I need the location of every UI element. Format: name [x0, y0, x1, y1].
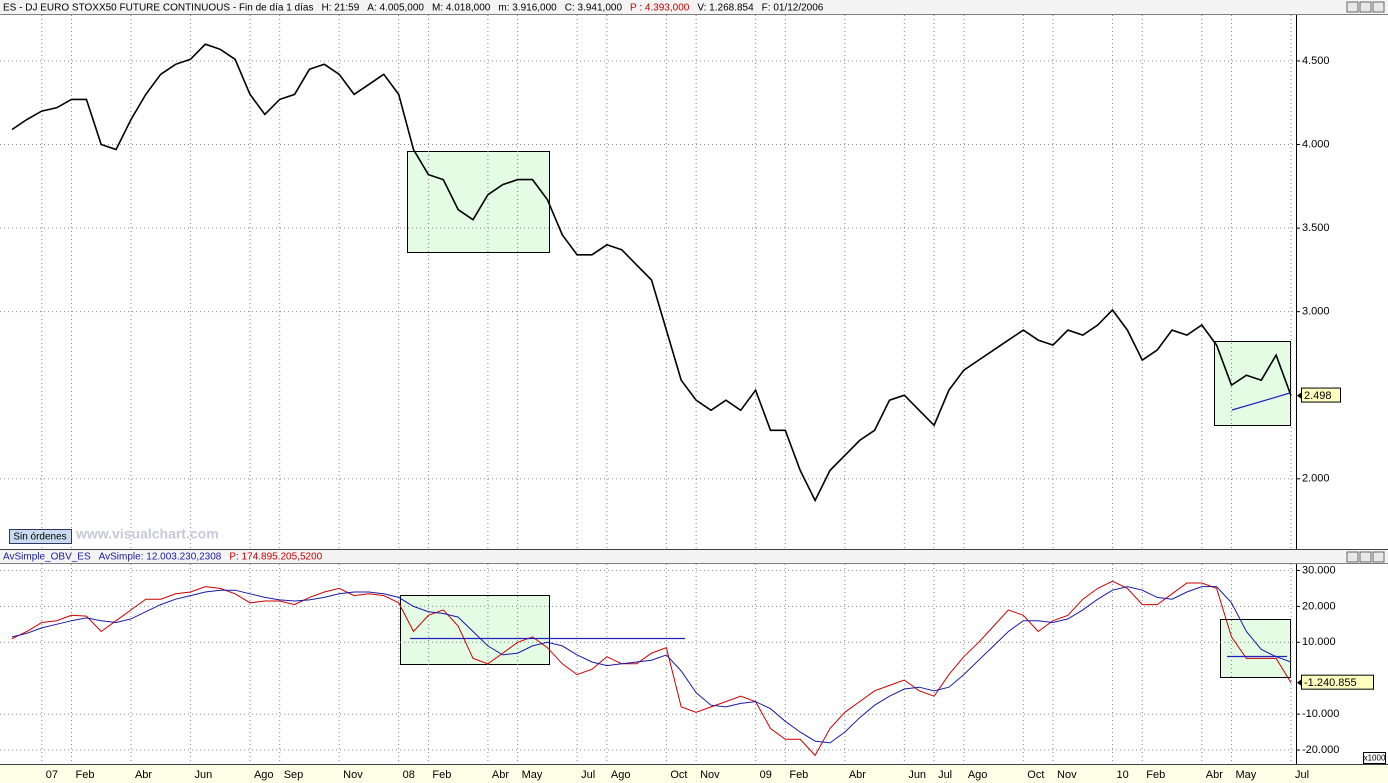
x-tick-label: Feb [789, 769, 808, 781]
info-field: P: 174.895.205,5200 [229, 551, 322, 562]
x-tick-label: 07 [46, 769, 58, 781]
highlight-box [1214, 341, 1291, 426]
trend-line [1231, 392, 1291, 411]
last-value-pointer [1297, 392, 1301, 399]
x-tick-label: Oct [670, 769, 687, 781]
x-tick-label: Ago [968, 769, 988, 781]
x-tick-label: Jun [908, 769, 926, 781]
series-line [11, 43, 1292, 503]
highlight-box [407, 151, 550, 253]
y-tick-label: 3.000 [1302, 306, 1330, 318]
x-tick-label: May [522, 769, 543, 781]
x-tick-label: Abr [135, 769, 152, 781]
unit-label: x1000 [1364, 754, 1386, 763]
close-button[interactable] [1372, 1, 1385, 13]
chart-title: ES - DJ EURO STOXX50 FUTURE CONTINUOUS -… [3, 2, 824, 13]
info-field: P : 4.393,000 [630, 2, 690, 13]
x-tick-label: Abr [492, 769, 509, 781]
y-tick-label: 20.000 [1302, 600, 1336, 612]
y-tick-label: -10.000 [1302, 708, 1339, 720]
y-tick-label: 4.000 [1302, 138, 1330, 150]
close-button[interactable] [1372, 551, 1385, 563]
x-tick-label: Oct [1027, 769, 1044, 781]
info-field: F: 01/12/2006 [762, 2, 824, 13]
info-field: C: 3.941,000 [565, 2, 623, 13]
window-buttons[interactable] [1346, 1, 1385, 563]
minimize-button[interactable] [1346, 551, 1359, 563]
orders-button[interactable] [9, 529, 72, 544]
title-bar [0, 0, 1388, 14]
x-tick-label: 08 [403, 769, 415, 781]
last-value-pointer [1297, 679, 1301, 686]
x-tick-label: Nov [343, 769, 363, 781]
x-tick-label: Feb [432, 769, 451, 781]
x-tick-label: Jun [194, 769, 212, 781]
y-tick-label: -20.000 [1302, 744, 1339, 756]
series-line [11, 580, 1292, 757]
x-tick-label: Sep [284, 769, 304, 781]
info-field: H: 21:59 [321, 2, 359, 13]
highlight-box [400, 595, 550, 665]
y-tick-label: 3.500 [1302, 222, 1330, 234]
x-tick-label: Nov [700, 769, 720, 781]
last-value-label: 2.498 [1304, 390, 1332, 402]
last-value-label: -1.240.855 [1304, 677, 1357, 689]
y-tick-label: 4.500 [1302, 55, 1330, 67]
x-tick-label: 09 [760, 769, 772, 781]
annotations [410, 392, 1291, 658]
info-field: M: 4.018,000 [432, 2, 491, 13]
x-tick-label: Ago [611, 769, 631, 781]
y-tick-label: 2.000 [1302, 473, 1330, 485]
last-value-box [1301, 387, 1341, 403]
orders-button-label[interactable]: Sin órdenes [13, 532, 66, 543]
x-tick-label: Abr [849, 769, 866, 781]
maximize-button[interactable] [1359, 1, 1372, 13]
x-tick-label: Jul [581, 769, 595, 781]
unit-box [1363, 752, 1386, 764]
last-value-box [1301, 674, 1374, 690]
x-tick-label: May [1236, 769, 1257, 781]
highlight-box [1220, 619, 1291, 678]
date-strip [0, 765, 1388, 783]
y-tick-label: 10.000 [1302, 636, 1336, 648]
x-tick-label: Nov [1057, 769, 1077, 781]
maximize-button[interactable] [1359, 551, 1372, 563]
watermark: www.visualchart.com [75, 526, 219, 542]
info-field: A: 4.005,000 [367, 2, 424, 13]
series-line [11, 586, 1292, 744]
x-tick-label: Ago [254, 769, 274, 781]
x-tick-label: Abr [1206, 769, 1223, 781]
info-field: V: 1.268.854 [697, 2, 754, 13]
chart-title: AvSimple_OBV_ES AvSimple: 12.003.230,2308… [3, 551, 323, 562]
y-tick-label: 30.000 [1302, 564, 1336, 576]
x-tick-label: Jul [1295, 769, 1309, 781]
x-tick-label: 10 [1117, 769, 1129, 781]
title-bar [0, 549, 1388, 563]
info-field: AvSimple: 12.003.230,2308 [99, 551, 222, 562]
x-tick-label: Jul [938, 769, 952, 781]
x-tick-label: Feb [1146, 769, 1165, 781]
plot [0, 15, 1296, 764]
info-field: m: 3.916,000 [498, 2, 557, 13]
x-tick-label: Feb [75, 769, 94, 781]
title: ES - DJ EURO STOXX50 FUTURE CONTINUOUS -… [3, 2, 313, 13]
minimize-button[interactable] [1346, 1, 1359, 13]
title: AvSimple_OBV_ES [3, 551, 91, 562]
